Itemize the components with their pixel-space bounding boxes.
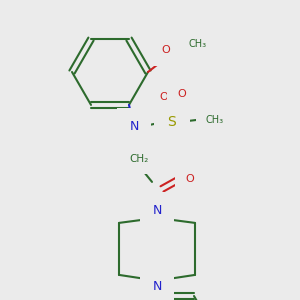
- Text: N: N: [152, 280, 162, 293]
- Text: O: O: [178, 89, 186, 99]
- Text: N: N: [129, 120, 139, 134]
- Text: O: O: [160, 92, 168, 102]
- Text: O: O: [162, 45, 170, 55]
- Text: S: S: [168, 115, 176, 129]
- Text: N: N: [152, 204, 162, 218]
- Text: CH₂: CH₂: [129, 154, 148, 164]
- Text: CH₃: CH₃: [189, 39, 207, 49]
- Text: CH₃: CH₃: [206, 115, 224, 125]
- Text: O: O: [186, 174, 194, 184]
